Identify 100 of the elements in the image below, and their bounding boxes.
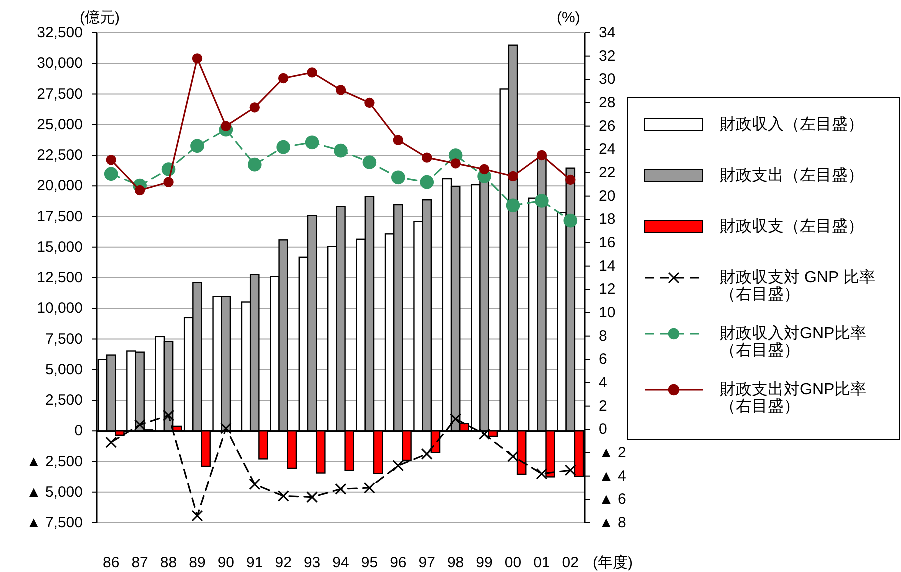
point bbox=[566, 174, 576, 186]
point bbox=[392, 460, 404, 472]
y-tick-label: 20,000 bbox=[37, 178, 83, 195]
y-tick-label: 15,000 bbox=[37, 238, 83, 256]
y2-tick-label: ▲ 2 bbox=[599, 444, 626, 462]
y-tick-label: 10,000 bbox=[37, 300, 83, 318]
y2-tick-label: 8 bbox=[599, 328, 608, 345]
y-tick-label: 7,500 bbox=[45, 330, 83, 348]
point bbox=[278, 73, 289, 84]
point bbox=[393, 135, 404, 146]
y2-tick-label: 2 bbox=[599, 398, 608, 415]
point bbox=[335, 483, 347, 495]
point bbox=[248, 158, 262, 172]
x-tick-label: 96 bbox=[390, 554, 407, 572]
legend-label: 財政収支対 GNP 比率（右目盛） bbox=[720, 268, 876, 304]
y-tick-label: ▲ 7,500 bbox=[26, 514, 83, 532]
point bbox=[190, 139, 204, 154]
x-tick-label: 86 bbox=[103, 554, 120, 572]
point bbox=[421, 448, 433, 460]
point bbox=[134, 419, 146, 431]
y2-tick-label: 30 bbox=[599, 71, 616, 88]
y-tick-label: ▲ 5,000 bbox=[26, 484, 83, 501]
x-tick-label: 87 bbox=[132, 554, 148, 572]
y2-tick-label: 14 bbox=[599, 258, 616, 275]
point bbox=[364, 482, 376, 494]
point bbox=[535, 194, 549, 208]
y2-tick-label: 26 bbox=[599, 118, 616, 135]
y-tick-label: 12,500 bbox=[37, 270, 83, 286]
y2-tick-label: 28 bbox=[599, 94, 616, 112]
x-tick-label: 97 bbox=[418, 554, 436, 572]
point bbox=[422, 152, 432, 163]
x-tick-label: 93 bbox=[304, 554, 321, 572]
x-tick-label: 88 bbox=[160, 554, 178, 572]
point bbox=[507, 450, 519, 462]
y2-tick-label: 18 bbox=[599, 211, 616, 228]
y2-tick-label: 16 bbox=[599, 234, 616, 252]
y-tick-label: 5,000 bbox=[45, 361, 83, 378]
x-tick-label: 02 bbox=[562, 554, 579, 572]
y2-tick-label: 6 bbox=[599, 351, 608, 368]
point bbox=[536, 468, 548, 480]
y2-tick-label: 4 bbox=[599, 374, 608, 392]
point bbox=[249, 478, 261, 490]
point bbox=[508, 171, 518, 182]
x-tick-label: 94 bbox=[332, 554, 350, 572]
y-tick-label: 2,500 bbox=[45, 392, 83, 409]
y-axis-title: (億元) bbox=[80, 10, 120, 26]
legend-label: 財政収入（左目盛） bbox=[720, 116, 864, 134]
y2-axis-title: (%) bbox=[557, 10, 580, 26]
y2-tick-label: ▲ 8 bbox=[599, 514, 626, 532]
point bbox=[220, 422, 232, 434]
x-tick-label: 95 bbox=[361, 554, 378, 572]
x-tick-label: 90 bbox=[218, 554, 235, 572]
x-tick-label: 89 bbox=[189, 554, 206, 572]
y2-tick-label: ▲ 4 bbox=[599, 468, 626, 485]
y2-tick-label: 20 bbox=[599, 188, 616, 205]
y2-tick-label: 32 bbox=[599, 48, 616, 65]
point bbox=[106, 436, 118, 448]
point bbox=[307, 68, 318, 78]
y-tick-label: 22,500 bbox=[37, 147, 83, 164]
legend-label: 財政支出対GNP比率（右目盛） bbox=[720, 380, 867, 416]
point bbox=[564, 464, 576, 476]
point bbox=[192, 54, 203, 64]
point bbox=[364, 98, 375, 108]
point bbox=[134, 185, 146, 196]
point bbox=[564, 214, 578, 228]
legend-label: 財政収入対GNP比率（右目盛） bbox=[720, 324, 867, 360]
x-tick-label: 00 bbox=[504, 554, 522, 572]
point bbox=[450, 413, 462, 425]
point bbox=[106, 155, 116, 166]
point bbox=[192, 510, 204, 522]
x-tick-label: 92 bbox=[275, 554, 292, 572]
point bbox=[334, 144, 348, 158]
point bbox=[306, 492, 318, 504]
y-tick-label: 0 bbox=[74, 422, 83, 440]
point bbox=[450, 158, 461, 169]
point bbox=[479, 164, 490, 175]
point bbox=[536, 150, 548, 161]
x-tick-label: 01 bbox=[534, 554, 550, 572]
point bbox=[362, 156, 377, 170]
y2-tick-label: 22 bbox=[599, 164, 616, 182]
point bbox=[250, 102, 260, 113]
legend-label: 財政収支（左目盛） bbox=[720, 218, 864, 236]
x-tick-label: 99 bbox=[476, 554, 493, 572]
y-tick-label: 27,500 bbox=[37, 86, 83, 103]
y-tick-label: 32,500 bbox=[37, 24, 83, 42]
y2-tick-label: 0 bbox=[599, 421, 608, 438]
y-tick-label: 25,000 bbox=[37, 116, 83, 134]
y-tick-label: 30,000 bbox=[37, 55, 83, 72]
y2-tick-label: ▲ 6 bbox=[599, 491, 626, 508]
point bbox=[164, 177, 174, 188]
point bbox=[104, 167, 118, 182]
x-tick-label: 98 bbox=[447, 554, 464, 572]
x-axis-title: (年度) bbox=[593, 554, 633, 572]
point bbox=[278, 490, 290, 502]
y2-tick-label: 24 bbox=[599, 141, 616, 158]
y2-tick-label: 10 bbox=[599, 304, 616, 322]
point bbox=[420, 175, 434, 190]
y2-tick-label: 34 bbox=[599, 24, 616, 42]
point bbox=[478, 428, 490, 440]
point bbox=[506, 198, 520, 213]
